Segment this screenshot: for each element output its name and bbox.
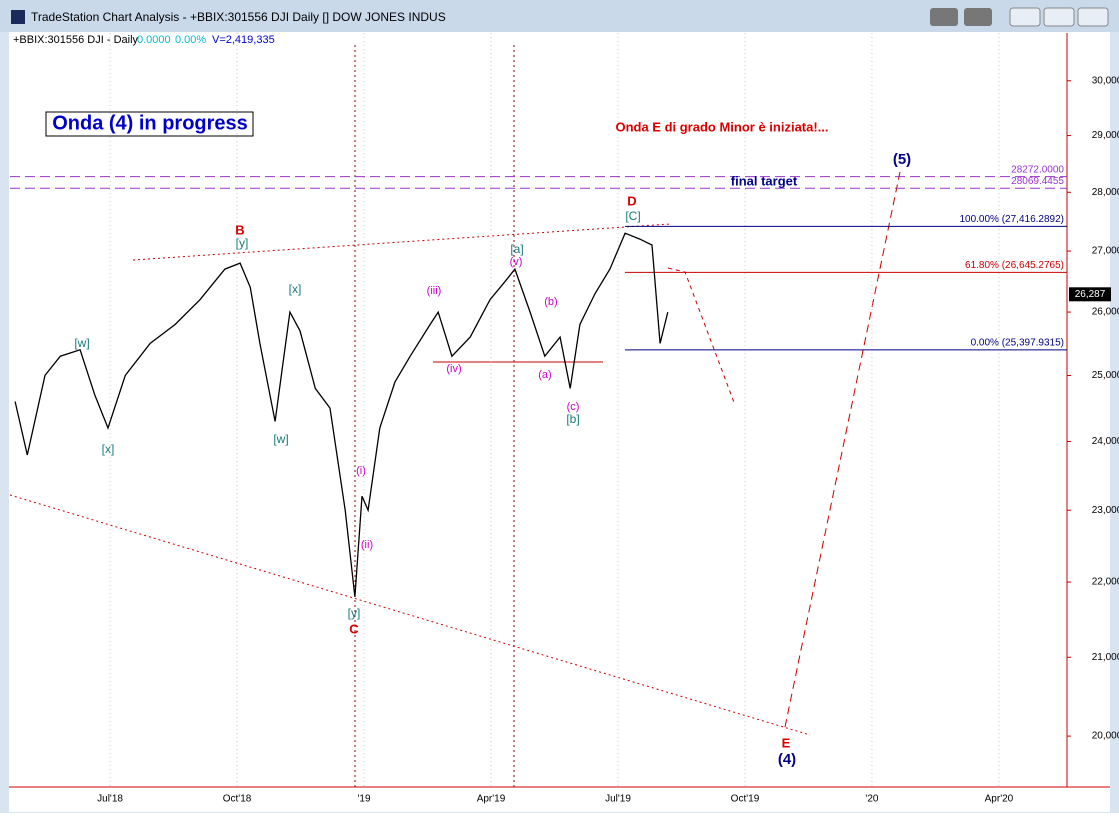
price-line: [14, 232, 669, 597]
minimize[interactable]: [1009, 7, 1041, 27]
annotation: final target: [731, 173, 798, 188]
annotation: (iv): [446, 363, 461, 375]
close[interactable]: [1077, 7, 1109, 27]
x-tick-label: '19: [358, 794, 371, 805]
app-icon: [11, 10, 25, 24]
label-box: [45, 111, 254, 137]
button[interactable]: [964, 8, 992, 26]
annotation: [x]: [289, 282, 302, 296]
change: 0.0000: [137, 34, 171, 46]
annotation: (c): [567, 401, 580, 413]
y-tick-label: 30,000: [1092, 75, 1119, 86]
y-tick-label: 22,000: [1092, 577, 1119, 588]
annotation: [a]: [510, 242, 523, 256]
x-tick-label: '20: [865, 794, 878, 805]
trendline: [9, 494, 811, 736]
y-tick-label: 26,000: [1092, 307, 1119, 318]
x-tick-label: Oct'18: [223, 794, 252, 805]
annotation: B: [235, 222, 244, 237]
annotation: C: [349, 621, 359, 636]
annotation: Onda E di grado Minor è iniziata!...: [615, 119, 828, 134]
annotation: [y]: [348, 606, 361, 620]
y-tick-label: 25,000: [1092, 370, 1119, 381]
last-price: 26,287: [1075, 289, 1106, 300]
annotation: Onda (4) in progress: [52, 112, 248, 134]
level-label: 61.80% (26,645.2765): [965, 260, 1064, 271]
annotation: [y]: [236, 236, 249, 250]
level-label: 28272.0000: [1011, 164, 1064, 175]
level-label: 100.00% (27,416.2892): [959, 214, 1064, 225]
y-tick-label: 21,000: [1092, 652, 1119, 663]
annotation: (b): [544, 296, 557, 308]
y-tick-label: 20,000: [1092, 731, 1119, 742]
annotation: [b]: [566, 412, 579, 426]
annotation: (5): [893, 151, 911, 168]
y-tick-label: 28,000: [1092, 187, 1119, 198]
annotation: (4): [778, 751, 796, 768]
chart-area: [9, 32, 1110, 812]
annotation: (i): [356, 465, 366, 477]
symbol: +BBIX:301556 DJI - Daily: [13, 34, 139, 46]
annotation: [x]: [102, 442, 115, 456]
annotation: (a): [538, 369, 551, 381]
x-tick-label: Apr'20: [985, 794, 1014, 805]
x-tick-label: Oct'19: [731, 794, 760, 805]
window-title: TradeStation Chart Analysis - +BBIX:3015…: [31, 10, 446, 24]
annotation: (v): [510, 256, 523, 268]
maximize[interactable]: [1043, 7, 1075, 27]
annotation: (iii): [427, 285, 442, 297]
annotation: D: [627, 193, 636, 208]
x-tick-label: Apr'19: [477, 794, 506, 805]
y-tick-label: 23,000: [1092, 505, 1119, 516]
level-label: 0.00% (25,397.9315): [971, 338, 1064, 349]
annotation: (ii): [361, 539, 373, 551]
x-tick-label: Jul'18: [97, 794, 123, 805]
pct: 0.00%: [175, 34, 206, 46]
annotation: [C]: [625, 209, 640, 223]
x-tick-label: Jul'19: [605, 794, 631, 805]
y-tick-label: 27,000: [1092, 246, 1119, 257]
level-label: 28069.4455: [1011, 176, 1064, 187]
y-tick-label: 24,000: [1092, 436, 1119, 447]
annotation: [w]: [273, 432, 288, 446]
y-tick-label: 29,000: [1092, 130, 1119, 141]
annotation: [w]: [74, 336, 89, 350]
last-price-box: [1069, 287, 1111, 302]
button[interactable]: [930, 8, 958, 26]
projection: [784, 171, 901, 728]
annotation: E: [782, 735, 791, 750]
volume: V=2,419,335: [212, 34, 275, 46]
